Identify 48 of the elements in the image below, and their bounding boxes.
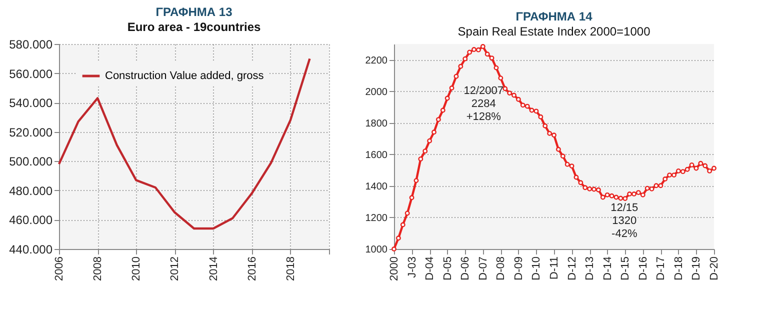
chart-title: ΓΡΑΦΗΜΑ 13 xyxy=(156,5,233,19)
y-tick-label: 1000 xyxy=(365,244,388,256)
x-tick-label: D-18 xyxy=(672,256,685,280)
chart-title: ΓΡΑΦΗΜΑ 14 xyxy=(516,9,593,24)
legend-label: Construction Value added, gross xyxy=(105,70,264,82)
annotation: 12/2007 2284 +128% xyxy=(464,85,504,123)
x-tick-label: D-15 xyxy=(620,256,632,280)
y-tick-label: 2200 xyxy=(365,55,388,66)
x-tick-label: D-05 xyxy=(442,256,454,280)
x-tick-label: D-08 xyxy=(495,256,508,280)
x-tick-label: D-16 xyxy=(637,256,650,280)
x-tick-label: 2012 xyxy=(169,256,182,281)
y-tick-label: 560.000 xyxy=(9,66,53,81)
y-tick-label: 1800 xyxy=(365,118,388,130)
y-tick-label: 500.000 xyxy=(9,154,53,169)
x-tick-label: J-03 xyxy=(406,256,418,278)
x-tick-label: D-14 xyxy=(602,256,614,280)
x-tick-label: D-19 xyxy=(690,256,703,280)
x-tick-label: 2016 xyxy=(246,256,258,281)
y-tick-label: 580.000 xyxy=(9,38,53,52)
x-tick-label: D-20 xyxy=(708,256,720,280)
y-tick-label: 2000 xyxy=(365,86,388,98)
x-tick-label: D-13 xyxy=(584,256,596,280)
y-tick-label: 1600 xyxy=(365,150,388,161)
chart-subtitle: Euro area - 19countries xyxy=(127,20,262,34)
x-tick-label: D-06 xyxy=(460,256,472,280)
x-tick-label: 2006 xyxy=(54,256,66,281)
y-tick-label: 540.000 xyxy=(9,96,53,110)
x-tick-label: 2010 xyxy=(130,256,143,281)
x-tick-label: D-17 xyxy=(655,256,668,280)
line-series xyxy=(58,58,311,230)
y-tick-label: 440.000 xyxy=(9,242,53,256)
y-tick-label: 1400 xyxy=(365,181,388,192)
y-tick-label: 480.000 xyxy=(9,184,53,198)
x-tick-label: 2018 xyxy=(284,256,297,281)
chart-subtitle: Spain Real Estate Index 2000=1000 xyxy=(458,24,651,38)
x-tick-label: D-12 xyxy=(566,256,578,280)
x-tick-label: D-07 xyxy=(477,256,490,280)
x-tick-label: D-04 xyxy=(424,256,436,280)
x-tick-label: D-10 xyxy=(530,256,543,280)
y-tick-label: 1200 xyxy=(365,212,388,224)
x-tick-label: D-09 xyxy=(512,256,525,280)
x-tick-label: D-11 xyxy=(548,256,560,280)
x-tick-label: 2008 xyxy=(92,256,104,281)
annotation: 12/15 1320 -42% xyxy=(610,202,638,240)
x-tick-label: 2014 xyxy=(208,256,220,281)
y-tick-label: 460.000 xyxy=(9,213,53,228)
y-tick-label: 520.000 xyxy=(9,125,53,140)
